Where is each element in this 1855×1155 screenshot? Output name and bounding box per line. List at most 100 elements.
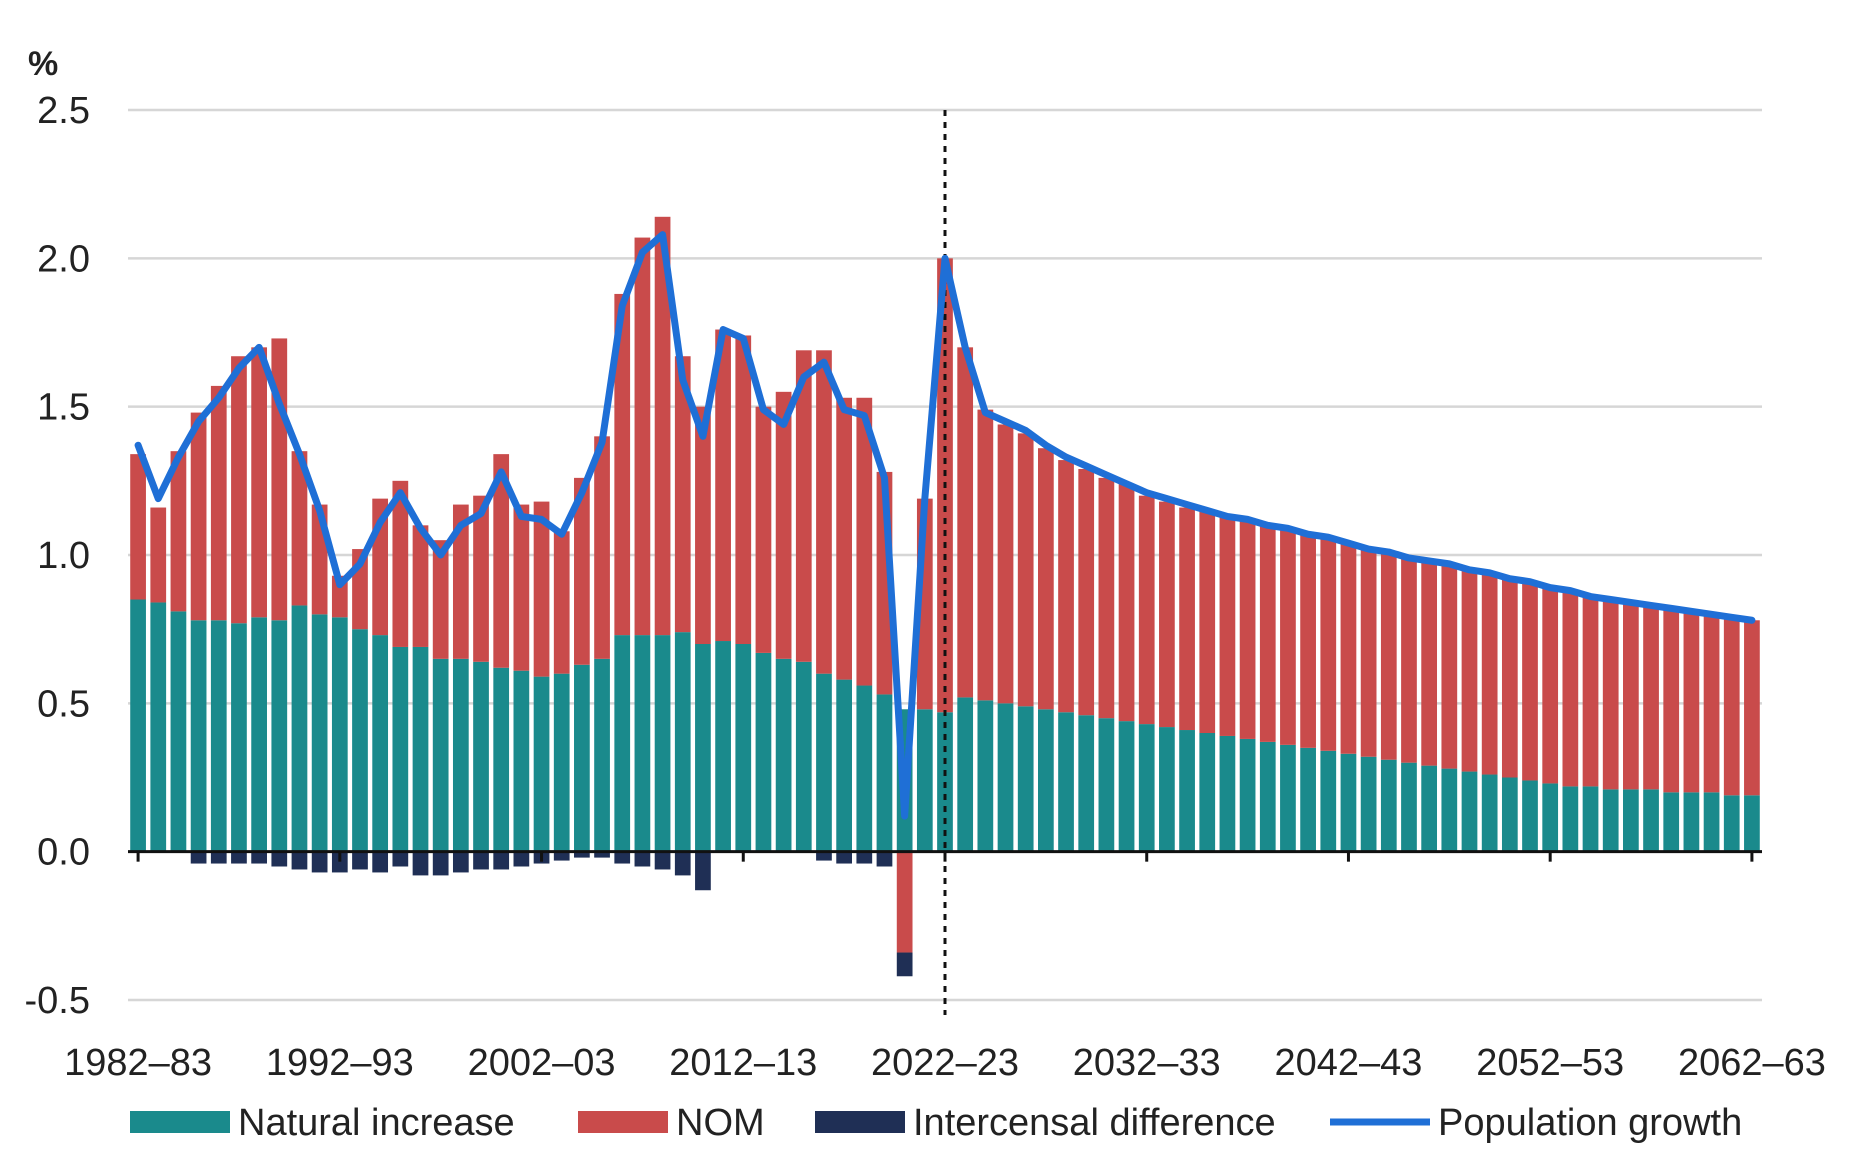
- bar-natural-increase-2062–63: [1744, 795, 1760, 852]
- bar-nom-1986–87: [210, 385, 227, 621]
- bar-intercensal-difference-1990–91: [291, 851, 308, 870]
- tick-labels: -0.5 0.0 0.5 1.0 1.5 2.0 2.5% 1982–83 1992–93 200…: [25, 45, 1826, 1084]
- bar-intercensal-difference-1994–95: [372, 851, 389, 873]
- bar-natural-increase-2053–54: [1562, 786, 1579, 852]
- bar-natural-increase-2026–27: [1017, 706, 1034, 852]
- bar-nom-2052–53: [1542, 587, 1559, 784]
- bar-natural-increase-1983–84: [150, 602, 167, 852]
- bar-nom-2035–36: [1199, 510, 1216, 733]
- bar-natural-increase-2006–07: [614, 635, 631, 852]
- bar-intercensal-difference-1987–88: [231, 851, 247, 864]
- bar-natural-increase-2022–23: [937, 712, 953, 852]
- bar-intercensal-difference-2003–04: [553, 851, 570, 861]
- bar-intercensal-difference-1988–89: [251, 851, 267, 864]
- bar-nom-2002–03: [533, 501, 550, 677]
- bar-intercensal-difference-2020–21: [896, 952, 913, 977]
- y-tick-label: 0.5: [37, 683, 90, 725]
- x-tick-label: 1982–83: [64, 1042, 212, 1084]
- bar-natural-increase-2031–32: [1118, 721, 1135, 852]
- legend: Natural increase NOM Intercensal differenc…: [130, 1102, 1742, 1144]
- bar-nom-1987–88: [231, 356, 247, 624]
- bar-nom-2009–10: [674, 356, 691, 633]
- y-axis-unit-label: %: [28, 45, 58, 83]
- bar-nom-2058–59: [1663, 608, 1680, 793]
- bar-intercensal-difference-1996–97: [412, 851, 429, 876]
- bar-natural-increase-2061–62: [1723, 795, 1740, 852]
- bar-nom-1995–96: [392, 480, 409, 647]
- bar-nom-2038–39: [1259, 525, 1276, 742]
- bar-nom-2061–62: [1723, 617, 1740, 796]
- bar-nom-2025–26: [997, 424, 1014, 704]
- bar-nom-2007–08: [634, 237, 651, 636]
- bar-natural-increase-2048–49: [1461, 771, 1478, 852]
- bar-natural-increase-2018–19: [856, 685, 873, 852]
- bar-nom-2020–21: [896, 851, 913, 953]
- bar-nom-1997–98: [432, 540, 449, 659]
- bar-nom-2060–61: [1703, 614, 1720, 793]
- bar-natural-increase-2057–58: [1643, 789, 1659, 852]
- bar-natural-increase-2028–29: [1058, 712, 1074, 852]
- bar-nom-2043–44: [1360, 549, 1377, 757]
- bar-natural-increase-1982–83: [130, 599, 146, 852]
- x-tick-label: 2022–23: [871, 1042, 1019, 1084]
- bar-natural-increase-2040–41: [1300, 747, 1316, 852]
- bar-natural-increase-1990–91: [291, 605, 308, 852]
- bar-natural-increase-2002–03: [533, 676, 550, 852]
- bar-natural-increase-1987–88: [231, 623, 247, 852]
- bar-natural-increase-1996–97: [412, 646, 429, 852]
- bar-natural-increase-2010–11: [695, 644, 711, 852]
- bar-nom-2034–35: [1179, 507, 1195, 731]
- bar-natural-increase-1998–99: [452, 658, 469, 852]
- bar-natural-increase-2012–13: [735, 644, 752, 852]
- bar-natural-increase-2034–35: [1179, 730, 1195, 852]
- bar-nom-1996–97: [412, 525, 429, 647]
- bar-nom-2015–16: [795, 350, 812, 662]
- bar-nom-2006–07: [614, 293, 631, 636]
- bar-intercensal-difference-1989–90: [271, 851, 288, 867]
- bar-intercensal-difference-1993–94: [352, 851, 368, 870]
- bar-natural-increase-2039–40: [1280, 744, 1296, 852]
- bar-nom-2012–13: [735, 335, 752, 644]
- bar-natural-increase-2013–14: [755, 652, 772, 852]
- bar-natural-increase-2015–16: [795, 661, 812, 852]
- bar-natural-increase-1992–93: [331, 617, 348, 852]
- legend-label: Intercensal difference: [913, 1102, 1276, 1144]
- bar-natural-increase-1995–96: [392, 646, 409, 852]
- bar-natural-increase-1993–94: [352, 629, 368, 852]
- bar-natural-increase-2019–20: [876, 694, 893, 852]
- bar-natural-increase-2027–28: [1038, 709, 1054, 852]
- bar-nom-2059–60: [1683, 611, 1700, 793]
- bar-nom-2044–45: [1380, 552, 1397, 760]
- bar-intercensal-difference-2009–10: [674, 851, 691, 876]
- bar-nom-2062–63: [1744, 620, 1760, 796]
- bar-nom-2029–30: [1078, 468, 1095, 716]
- bar-nom-2056–57: [1623, 602, 1639, 790]
- bar-nom-2039–40: [1280, 528, 1296, 745]
- bar-natural-increase-2041–42: [1320, 750, 1337, 852]
- bar-nom-2017–18: [836, 397, 852, 680]
- bar-intercensal-difference-2010–11: [695, 851, 711, 891]
- bar-nom-2045–46: [1401, 557, 1417, 763]
- legend-label: NOM: [676, 1102, 765, 1144]
- bar-nom-2011–12: [715, 329, 731, 642]
- axes: [128, 110, 1762, 1015]
- bar-nom-2037–38: [1239, 519, 1256, 739]
- bar-natural-increase-1997–98: [432, 658, 449, 852]
- bar-natural-increase-2058–59: [1663, 792, 1680, 852]
- bar-intercensal-difference-2008–09: [654, 851, 671, 870]
- bar-natural-increase-2035–36: [1199, 733, 1216, 852]
- bar-nom-1999–00: [473, 495, 489, 662]
- bar-natural-increase-1999–00: [473, 661, 489, 852]
- bar-nom-1984–85: [170, 451, 187, 612]
- bar-nom-2057–58: [1643, 605, 1659, 790]
- legend-item-intercensal-difference: Intercensal difference: [815, 1102, 1276, 1144]
- bar-natural-increase-2014–15: [775, 658, 792, 852]
- bar-intercensal-difference-1999–00: [473, 851, 489, 870]
- x-tick-label: 2052–53: [1476, 1042, 1624, 1084]
- bar-natural-increase-2003–04: [553, 673, 570, 852]
- bar-nom-2032–33: [1138, 495, 1155, 725]
- bar-nom-2055–56: [1602, 599, 1619, 790]
- bar-natural-increase-2050–51: [1501, 777, 1518, 852]
